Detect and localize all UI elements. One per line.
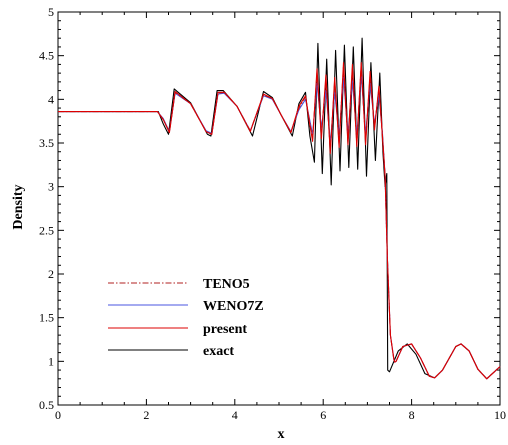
x-axis: 0 2 4 6 8 10 <box>55 12 506 422</box>
x-tick-label: 8 <box>409 408 415 422</box>
x-tick-label: 0 <box>55 408 61 422</box>
legend-label-exact: exact <box>203 344 234 359</box>
y-tick-label: 4 <box>48 92 54 106</box>
x-axis-label: x <box>278 427 285 442</box>
y-tick-label: 4.5 <box>39 49 54 63</box>
y-tick-label: 1 <box>48 354 54 368</box>
series-line-exact <box>58 37 501 380</box>
x-tick-label: 2 <box>143 408 149 422</box>
plot-frame <box>57 11 501 406</box>
y-tick-label: 2 <box>48 267 54 281</box>
y-axis: 0.5 1 1.5 2 2.5 3 3.5 4 4.5 5 <box>39 5 500 412</box>
series-line-present <box>58 62 501 380</box>
series-lines <box>58 37 501 380</box>
y-tick-label: 3 <box>48 180 54 194</box>
y-tick-label: 2.5 <box>39 223 54 237</box>
y-tick-label: 5 <box>48 5 54 19</box>
legend: TENO5 WENO7Z present exact <box>108 277 264 359</box>
series-line-weno7z <box>58 74 501 380</box>
x-tick-label: 10 <box>494 408 506 422</box>
x-tick-label: 4 <box>232 408 238 422</box>
legend-label-present: present <box>203 322 247 337</box>
plot-area <box>57 11 501 406</box>
legend-label-teno5: TENO5 <box>203 277 250 292</box>
y-tick-label: 3.5 <box>39 136 54 150</box>
y-tick-label: 0.5 <box>39 398 54 412</box>
legend-label-weno7z: WENO7Z <box>203 299 264 314</box>
y-axis-label: Density <box>11 184 26 229</box>
series-line-teno5 <box>58 65 501 380</box>
x-tick-label: 6 <box>320 408 326 422</box>
y-tick-label: 1.5 <box>39 311 54 325</box>
